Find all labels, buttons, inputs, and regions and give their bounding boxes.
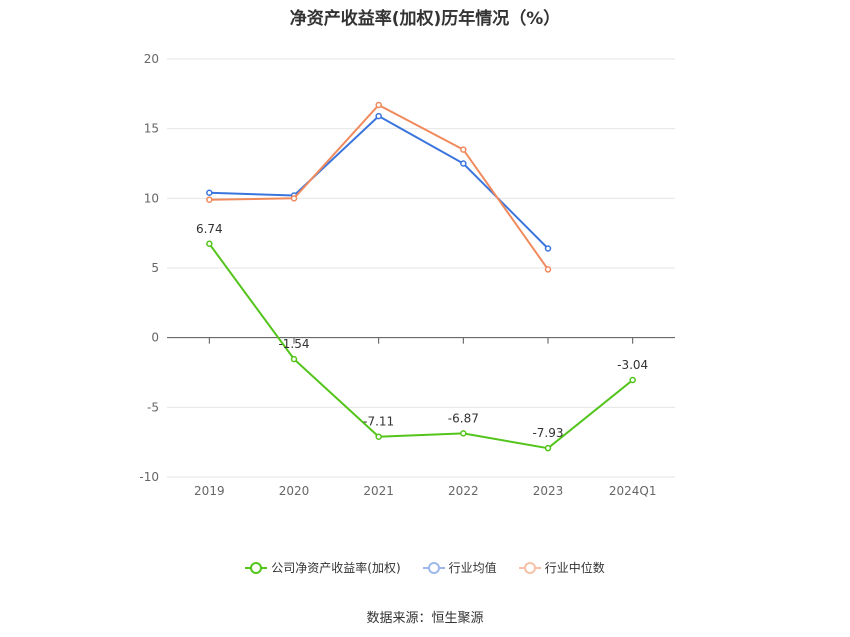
- data-label: -7.11: [363, 415, 394, 429]
- data-point-1: [544, 245, 552, 252]
- y-tick-label: -10: [139, 470, 159, 484]
- x-tick-label: 2020: [279, 484, 310, 498]
- x-tick-label: 2021: [363, 484, 394, 498]
- data-label: -6.87: [448, 411, 479, 425]
- x-tick-label: 2024Q1: [609, 484, 657, 498]
- legend-swatch-industry-mean: [422, 561, 445, 575]
- y-tick-label: 0: [151, 331, 159, 345]
- data-point-1: [460, 160, 467, 167]
- y-tick-label: 10: [144, 191, 159, 205]
- series-line-2: [209, 103, 549, 270]
- data-label: -7.93: [532, 426, 563, 440]
- data-point-2: [375, 101, 382, 109]
- data-point-2: [544, 266, 552, 273]
- legend-item-industry-median[interactable]: 行业中位数: [518, 559, 605, 576]
- legend: 公司净资产收益率(加权) 行业均值 行业中位数: [0, 559, 850, 576]
- legend-label-industry-mean: 行业均值: [448, 561, 497, 575]
- data-label: -3.04: [617, 358, 648, 372]
- data-point-0: [290, 355, 298, 363]
- data-point-0: [375, 433, 382, 440]
- data-point-2: [460, 146, 467, 153]
- source-note: 数据来源：恒生聚源: [366, 611, 484, 626]
- data-label: -1.54: [278, 337, 309, 351]
- y-tick-label: -5: [147, 400, 159, 414]
- chart-title: 净资产收益率(加权)历年情况（%）: [289, 9, 561, 29]
- legend-item-industry-mean[interactable]: 行业均值: [422, 559, 497, 576]
- data-point-0: [629, 376, 636, 384]
- data-point-2: [290, 195, 298, 202]
- x-tick-label: 2022: [448, 484, 479, 498]
- series-line-0: [208, 243, 634, 450]
- data-point-0: [460, 430, 467, 437]
- legend-swatch-company-roe: [245, 561, 268, 575]
- legend-item-company-roe[interactable]: 公司净资产收益率(加权): [245, 559, 401, 576]
- legend-swatch-industry-median: [518, 561, 541, 575]
- legend-label-industry-median: 行业中位数: [544, 561, 605, 575]
- series-line-1: [209, 114, 549, 250]
- y-tick-label: 5: [151, 261, 159, 275]
- y-tick-label: 20: [144, 52, 159, 66]
- data-point-2: [206, 196, 213, 203]
- data-point-1: [206, 189, 213, 197]
- x-tick-label: 2019: [194, 484, 225, 498]
- x-tick-label: 2023: [533, 484, 564, 498]
- data-point-1: [375, 112, 382, 120]
- data-point-0: [206, 240, 213, 248]
- y-tick-label: 15: [144, 122, 159, 136]
- data-label: 6.74: [196, 222, 223, 236]
- data-point-0: [544, 444, 552, 452]
- legend-label-company-roe: 公司净资产收益率(加权): [271, 561, 401, 575]
